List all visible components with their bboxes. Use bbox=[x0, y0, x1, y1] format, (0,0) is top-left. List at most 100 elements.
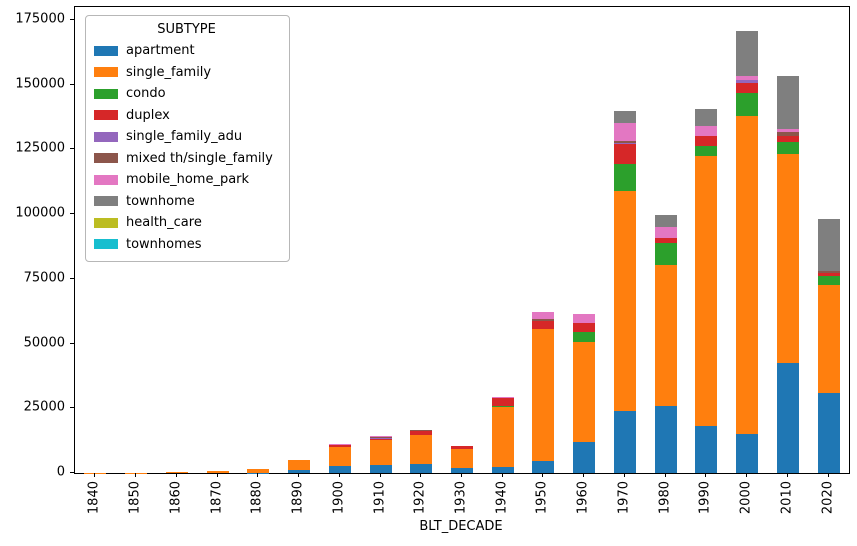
bar-segment-mixed-th-single-family bbox=[410, 430, 433, 432]
bar-segment-mobile-home-park bbox=[532, 312, 555, 320]
legend-item-label: townhomes bbox=[126, 236, 202, 252]
x-tick-mark bbox=[664, 473, 666, 477]
x-tick-mark bbox=[746, 473, 748, 477]
bar-segment-apartment bbox=[573, 441, 596, 473]
y-tick-mark bbox=[70, 18, 74, 20]
x-tick-label: 1980 bbox=[657, 481, 673, 515]
bar-segment-apartment bbox=[736, 434, 759, 473]
x-tick-label: 1940 bbox=[494, 481, 510, 515]
bar-2010 bbox=[776, 75, 799, 473]
x-tick-mark bbox=[94, 473, 96, 477]
x-tick-label: 1970 bbox=[616, 481, 632, 515]
y-tick-label: 25000 bbox=[23, 399, 65, 415]
bar-segment-condo bbox=[573, 332, 596, 342]
bar-segment-mobile-home-park bbox=[654, 227, 677, 239]
x-tick-mark bbox=[583, 473, 585, 477]
y-tick-mark bbox=[70, 472, 74, 473]
x-tick-label: 2000 bbox=[738, 481, 754, 515]
bar-segment-duplex bbox=[328, 444, 351, 448]
bar-segment-single-family bbox=[695, 156, 718, 427]
legend-item-label: mixed th/single_family bbox=[126, 150, 273, 166]
legend-item-mobile-home-park: mobile_home_park bbox=[94, 169, 279, 191]
legend-swatch-icon bbox=[94, 153, 118, 164]
bar-1930 bbox=[451, 446, 473, 473]
bar-segment-townhome bbox=[817, 218, 840, 271]
bar-segment-single-family bbox=[369, 439, 392, 465]
bar-segment-single-family bbox=[613, 190, 636, 411]
bar-1950 bbox=[532, 312, 555, 473]
bar-segment-apartment bbox=[817, 392, 840, 473]
bar-segment-mixed-th-single-family bbox=[613, 141, 636, 143]
x-tick-label: 1880 bbox=[249, 481, 265, 515]
bar-segment-mobile-home-park bbox=[613, 122, 636, 142]
bar-segment-townhome bbox=[736, 31, 759, 76]
bar-segment-single-family-adu bbox=[369, 437, 392, 439]
legend-item-label: townhome bbox=[126, 193, 195, 209]
bar-segment-single-family-adu bbox=[613, 142, 636, 145]
bar-1870 bbox=[206, 470, 229, 473]
y-tick-mark bbox=[70, 342, 74, 344]
legend-swatch-icon bbox=[94, 174, 118, 185]
x-tick-mark bbox=[135, 473, 137, 477]
bar-segment-apartment bbox=[776, 362, 799, 473]
legend-item-mixed-th-single-family: mixed th/single_family bbox=[94, 148, 279, 170]
bar-segment-townhome bbox=[654, 215, 677, 228]
y-tick-mark bbox=[70, 83, 74, 85]
bar-segment-condo bbox=[613, 163, 636, 191]
x-tick-label: 1960 bbox=[575, 481, 591, 515]
x-tick-mark bbox=[705, 473, 707, 477]
legend-swatch-icon bbox=[94, 45, 118, 56]
bar-1980 bbox=[654, 215, 677, 473]
bar-segment-apartment bbox=[328, 466, 351, 473]
bar-2000 bbox=[736, 31, 759, 473]
legend-item-condo: condo bbox=[94, 83, 279, 105]
legend-item-single-family: single_family bbox=[94, 62, 279, 84]
x-tick-mark bbox=[786, 473, 788, 477]
bar-segment-mixed-th-single-family bbox=[817, 270, 840, 274]
x-tick-label: 1850 bbox=[127, 481, 143, 515]
bar-segment-mixed-th-single-family bbox=[532, 319, 555, 322]
bar-segment-townhome bbox=[613, 110, 636, 123]
bar-segment-apartment bbox=[369, 464, 392, 473]
legend-swatch-icon bbox=[94, 196, 118, 207]
x-tick-mark bbox=[501, 473, 503, 477]
bar-segment-single-family bbox=[247, 468, 270, 473]
bar-segment-townhome bbox=[695, 108, 718, 127]
legend-swatch-icon bbox=[94, 88, 118, 99]
y-tick-label: 50000 bbox=[23, 335, 65, 351]
bar-segment-apartment bbox=[613, 410, 636, 473]
bar-segment-duplex bbox=[776, 136, 799, 143]
x-tick-label: 1910 bbox=[372, 481, 388, 515]
bar-segment-single-family bbox=[776, 154, 799, 363]
legend-title: SUBTYPE bbox=[157, 22, 216, 37]
x-tick-mark bbox=[623, 473, 625, 477]
bar-segment-apartment bbox=[532, 461, 555, 473]
bar-segment-single-family bbox=[288, 460, 311, 471]
legend-swatch-icon bbox=[94, 110, 118, 121]
bar-segment-apartment bbox=[410, 464, 433, 473]
bar-1890 bbox=[288, 459, 311, 473]
legend-item-townhome: townhome bbox=[94, 191, 279, 213]
x-axis-label: BLT_DECADE bbox=[419, 519, 503, 534]
x-tick-label: 1860 bbox=[168, 481, 184, 515]
x-tick-mark bbox=[257, 473, 259, 477]
bar-segment-duplex bbox=[654, 238, 677, 244]
x-tick-mark bbox=[216, 473, 218, 477]
x-tick-mark bbox=[298, 473, 300, 477]
bar-segment-mixed-th-single-family bbox=[369, 437, 392, 438]
x-tick-mark bbox=[420, 473, 422, 477]
y-tick-label: 75000 bbox=[23, 270, 65, 286]
bar-segment-single-family bbox=[328, 447, 351, 467]
legend-item-apartment: apartment bbox=[94, 40, 279, 62]
bar-segment-condo bbox=[736, 93, 759, 117]
bar-segment-condo bbox=[654, 243, 677, 265]
bar-segment-townhome bbox=[776, 75, 799, 129]
y-tick-label: 125000 bbox=[15, 140, 65, 156]
y-tick-label: 175000 bbox=[15, 11, 65, 27]
x-tick-label: 1990 bbox=[697, 481, 713, 515]
x-tick-label: 2020 bbox=[820, 481, 836, 515]
bar-segment-single-family bbox=[532, 329, 555, 462]
bar-segment-duplex bbox=[410, 431, 433, 435]
x-tick-label: 1900 bbox=[331, 481, 347, 515]
legend-swatch-icon bbox=[94, 67, 118, 78]
